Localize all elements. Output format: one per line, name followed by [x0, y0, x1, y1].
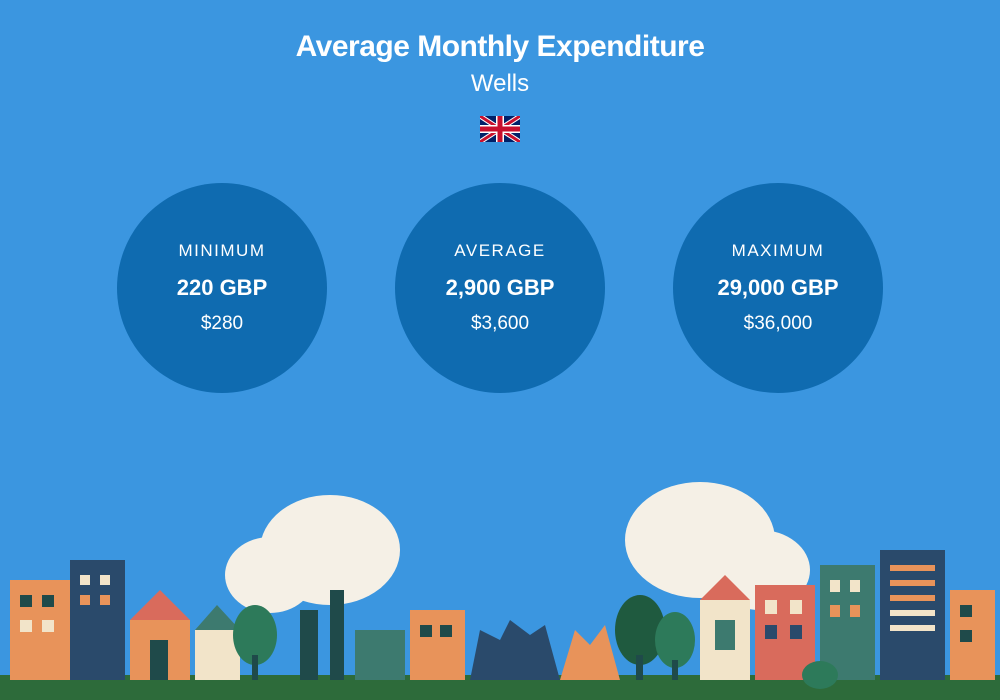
stat-secondary-value: $3,600: [471, 313, 529, 335]
header: Average Monthly Expenditure Wells: [0, 0, 1000, 147]
stat-minimum: MINIMUM 220 GBP $280: [117, 183, 327, 393]
stat-label: MAXIMUM: [732, 241, 825, 261]
stat-label: MINIMUM: [179, 241, 266, 261]
stat-secondary-value: $280: [201, 313, 243, 335]
stat-secondary-value: $36,000: [744, 313, 813, 335]
stat-label: AVERAGE: [454, 241, 545, 261]
page-subtitle: Wells: [0, 70, 1000, 98]
cityscape-illustration: [0, 480, 1000, 700]
stat-maximum: MAXIMUM 29,000 GBP $36,000: [673, 183, 883, 393]
page-title: Average Monthly Expenditure: [0, 30, 1000, 64]
stat-primary-value: 29,000 GBP: [717, 275, 838, 301]
uk-flag-icon: [480, 116, 520, 147]
stat-average: AVERAGE 2,900 GBP $3,600: [395, 183, 605, 393]
stat-primary-value: 220 GBP: [177, 275, 268, 301]
stat-primary-value: 2,900 GBP: [446, 275, 555, 301]
stats-row: MINIMUM 220 GBP $280 AVERAGE 2,900 GBP $…: [0, 183, 1000, 393]
